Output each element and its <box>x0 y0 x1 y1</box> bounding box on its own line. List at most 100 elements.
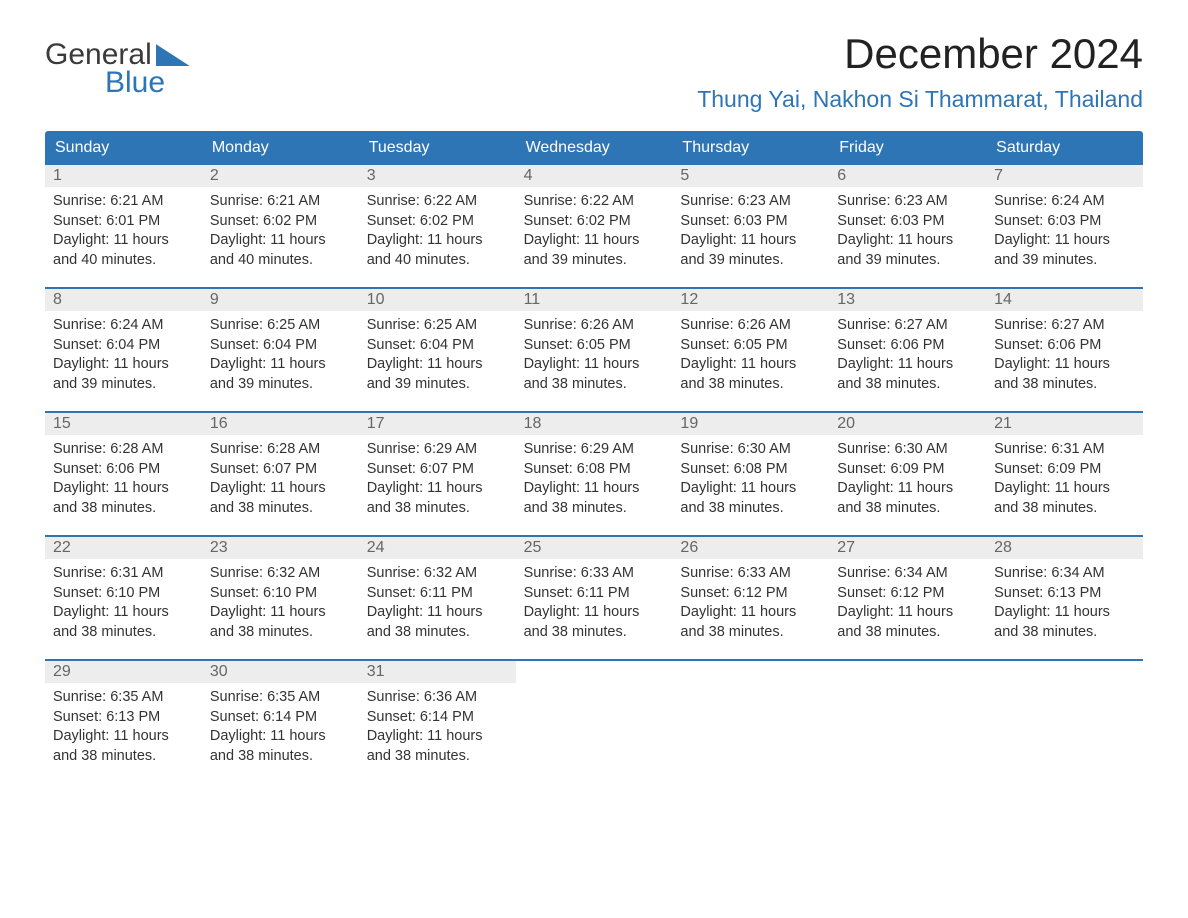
day-day1: Daylight: 11 hours <box>524 603 665 623</box>
day-number: 30 <box>202 661 359 683</box>
day-cell: 6Sunrise: 6:23 AMSunset: 6:03 PMDaylight… <box>829 165 986 287</box>
day-number: 27 <box>829 537 986 559</box>
day-sunset: Sunset: 6:09 PM <box>994 460 1135 480</box>
day-body: Sunrise: 6:22 AMSunset: 6:02 PMDaylight:… <box>516 187 673 278</box>
day-cell: 11Sunrise: 6:26 AMSunset: 6:05 PMDayligh… <box>516 289 673 411</box>
day-sunset: Sunset: 6:06 PM <box>994 336 1135 356</box>
weekday-header-row: Sunday Monday Tuesday Wednesday Thursday… <box>45 131 1143 165</box>
day-day1: Daylight: 11 hours <box>367 231 508 251</box>
day-cell: 23Sunrise: 6:32 AMSunset: 6:10 PMDayligh… <box>202 537 359 659</box>
day-number <box>516 661 673 665</box>
logo: General Blue <box>45 30 190 100</box>
day-number: 6 <box>829 165 986 187</box>
day-sunrise: Sunrise: 6:31 AM <box>53 564 194 584</box>
day-cell: 2Sunrise: 6:21 AMSunset: 6:02 PMDaylight… <box>202 165 359 287</box>
day-body: Sunrise: 6:24 AMSunset: 6:03 PMDaylight:… <box>986 187 1143 278</box>
day-sunset: Sunset: 6:14 PM <box>367 708 508 728</box>
week-row: 8Sunrise: 6:24 AMSunset: 6:04 PMDaylight… <box>45 287 1143 411</box>
day-sunrise: Sunrise: 6:32 AM <box>210 564 351 584</box>
day-body: Sunrise: 6:35 AMSunset: 6:13 PMDaylight:… <box>45 683 202 774</box>
day-day2: and 38 minutes. <box>837 623 978 643</box>
day-day2: and 40 minutes. <box>53 251 194 271</box>
week-row: 15Sunrise: 6:28 AMSunset: 6:06 PMDayligh… <box>45 411 1143 535</box>
day-number: 21 <box>986 413 1143 435</box>
day-number: 9 <box>202 289 359 311</box>
day-cell: 1Sunrise: 6:21 AMSunset: 6:01 PMDaylight… <box>45 165 202 287</box>
day-cell: 4Sunrise: 6:22 AMSunset: 6:02 PMDaylight… <box>516 165 673 287</box>
day-cell: 20Sunrise: 6:30 AMSunset: 6:09 PMDayligh… <box>829 413 986 535</box>
day-cell: 29Sunrise: 6:35 AMSunset: 6:13 PMDayligh… <box>45 661 202 783</box>
logo-word-blue: Blue <box>105 66 190 100</box>
day-number: 24 <box>359 537 516 559</box>
weekday-label: Sunday <box>45 131 202 165</box>
day-number: 31 <box>359 661 516 683</box>
day-sunrise: Sunrise: 6:25 AM <box>210 316 351 336</box>
day-sunset: Sunset: 6:08 PM <box>680 460 821 480</box>
day-sunset: Sunset: 6:06 PM <box>837 336 978 356</box>
day-day1: Daylight: 11 hours <box>210 355 351 375</box>
day-day2: and 39 minutes. <box>210 375 351 395</box>
day-day2: and 40 minutes. <box>210 251 351 271</box>
day-cell: 22Sunrise: 6:31 AMSunset: 6:10 PMDayligh… <box>45 537 202 659</box>
day-day2: and 38 minutes. <box>837 499 978 519</box>
day-number: 25 <box>516 537 673 559</box>
day-sunset: Sunset: 6:02 PM <box>524 212 665 232</box>
day-day2: and 38 minutes. <box>53 499 194 519</box>
day-cell: 26Sunrise: 6:33 AMSunset: 6:12 PMDayligh… <box>672 537 829 659</box>
day-sunrise: Sunrise: 6:28 AM <box>53 440 194 460</box>
day-body: Sunrise: 6:33 AMSunset: 6:11 PMDaylight:… <box>516 559 673 650</box>
day-sunrise: Sunrise: 6:28 AM <box>210 440 351 460</box>
day-cell: 31Sunrise: 6:36 AMSunset: 6:14 PMDayligh… <box>359 661 516 783</box>
weeks-container: 1Sunrise: 6:21 AMSunset: 6:01 PMDaylight… <box>45 165 1143 783</box>
day-number: 14 <box>986 289 1143 311</box>
day-day2: and 38 minutes. <box>210 499 351 519</box>
day-sunset: Sunset: 6:02 PM <box>367 212 508 232</box>
day-number: 29 <box>45 661 202 683</box>
day-day1: Daylight: 11 hours <box>210 231 351 251</box>
weekday-label: Monday <box>202 131 359 165</box>
day-day1: Daylight: 11 hours <box>367 355 508 375</box>
day-day2: and 38 minutes. <box>837 375 978 395</box>
day-body: Sunrise: 6:30 AMSunset: 6:09 PMDaylight:… <box>829 435 986 526</box>
day-cell: 3Sunrise: 6:22 AMSunset: 6:02 PMDaylight… <box>359 165 516 287</box>
day-sunset: Sunset: 6:06 PM <box>53 460 194 480</box>
day-day2: and 38 minutes. <box>680 499 821 519</box>
day-day2: and 38 minutes. <box>210 623 351 643</box>
day-body: Sunrise: 6:36 AMSunset: 6:14 PMDaylight:… <box>359 683 516 774</box>
day-day1: Daylight: 11 hours <box>680 603 821 623</box>
day-sunrise: Sunrise: 6:34 AM <box>837 564 978 584</box>
day-day1: Daylight: 11 hours <box>53 355 194 375</box>
header: General Blue December 2024 Thung Yai, Na… <box>45 30 1143 113</box>
day-day1: Daylight: 11 hours <box>53 727 194 747</box>
day-sunrise: Sunrise: 6:23 AM <box>837 192 978 212</box>
day-day2: and 38 minutes. <box>53 747 194 767</box>
day-day2: and 40 minutes. <box>367 251 508 271</box>
week-row: 1Sunrise: 6:21 AMSunset: 6:01 PMDaylight… <box>45 165 1143 287</box>
day-sunset: Sunset: 6:12 PM <box>680 584 821 604</box>
day-cell: 10Sunrise: 6:25 AMSunset: 6:04 PMDayligh… <box>359 289 516 411</box>
day-number: 23 <box>202 537 359 559</box>
day-cell: 13Sunrise: 6:27 AMSunset: 6:06 PMDayligh… <box>829 289 986 411</box>
day-sunrise: Sunrise: 6:22 AM <box>367 192 508 212</box>
day-number: 15 <box>45 413 202 435</box>
weekday-label: Thursday <box>672 131 829 165</box>
day-number: 19 <box>672 413 829 435</box>
day-cell: 21Sunrise: 6:31 AMSunset: 6:09 PMDayligh… <box>986 413 1143 535</box>
weekday-label: Wednesday <box>516 131 673 165</box>
day-sunrise: Sunrise: 6:22 AM <box>524 192 665 212</box>
day-body: Sunrise: 6:27 AMSunset: 6:06 PMDaylight:… <box>986 311 1143 402</box>
day-number: 22 <box>45 537 202 559</box>
day-day1: Daylight: 11 hours <box>994 355 1135 375</box>
day-sunset: Sunset: 6:04 PM <box>210 336 351 356</box>
day-sunset: Sunset: 6:05 PM <box>680 336 821 356</box>
logo-flag-icon <box>156 44 190 66</box>
day-day1: Daylight: 11 hours <box>210 479 351 499</box>
day-day1: Daylight: 11 hours <box>837 355 978 375</box>
day-number: 10 <box>359 289 516 311</box>
day-sunrise: Sunrise: 6:36 AM <box>367 688 508 708</box>
day-sunrise: Sunrise: 6:24 AM <box>994 192 1135 212</box>
day-sunset: Sunset: 6:13 PM <box>994 584 1135 604</box>
day-sunset: Sunset: 6:03 PM <box>994 212 1135 232</box>
day-day2: and 38 minutes. <box>994 375 1135 395</box>
day-day1: Daylight: 11 hours <box>994 479 1135 499</box>
